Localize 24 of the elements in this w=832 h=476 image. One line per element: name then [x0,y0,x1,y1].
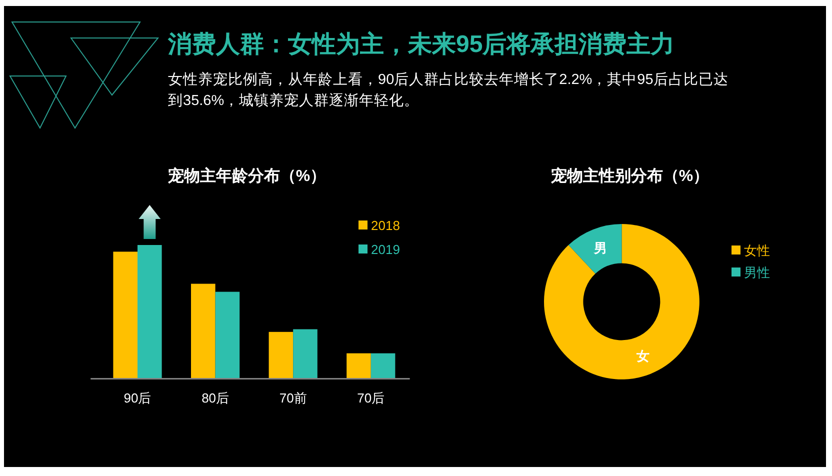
bar [138,245,162,379]
x-tick-label: 80后 [202,390,230,406]
data-label: 女 [636,348,650,364]
legend-label: 女性 [744,243,770,258]
legend-label: 男性 [744,265,770,280]
chart-title: 宠物主年龄分布（%） [166,166,326,185]
donut-slice [544,224,700,380]
bar [191,284,216,379]
text: 女性养宠比例高，从年龄上看，90后人群占比较去年增长了2.2%，其中95后占比已达到35.6%，城镇养宠人群逐渐年轻化。 [168,71,728,109]
data-label: 男 [592,240,607,256]
donut-slice [568,224,622,274]
x-tick-label: 90后 [124,390,152,406]
legend-label: 2019 [371,242,400,257]
x-tick-label: 70后 [357,390,385,406]
bar [370,353,396,379]
bar [346,353,371,379]
legend-label: 2018 [371,218,400,233]
bar [293,329,318,379]
bar [113,252,138,379]
bar [268,332,294,379]
bar [215,292,240,379]
text: 消费人群：女性为主，未来95后将承担消费主力 [167,30,675,58]
x-tick-label: 70前 [279,390,307,406]
chart-title: 宠物主性别分布（%） [550,166,710,185]
